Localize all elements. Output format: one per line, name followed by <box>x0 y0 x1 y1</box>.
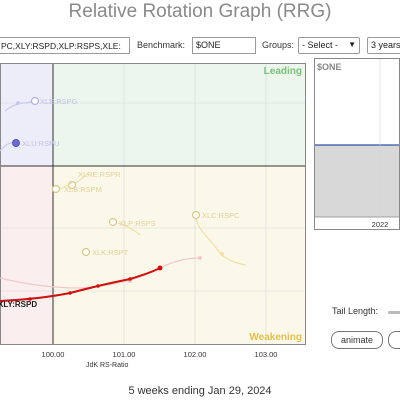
series-label: XLK:RSPT <box>92 248 129 257</box>
quadrant-improving <box>0 63 53 166</box>
x-axis-label: JdK RS-Ratio <box>86 362 129 369</box>
symbols-input[interactable]: PC,XLY:RSPD,XLP:RSPS,XLE: <box>0 37 130 54</box>
series-xly-rspd[interactable]: XLY:RSPD <box>0 265 163 310</box>
grid-lines <box>0 63 306 345</box>
animate-button[interactable]: animate <box>331 331 383 349</box>
chart-border <box>0 63 306 345</box>
x-axis: 100.00 101.00 102.00 103.00 JdK RS-Ratio <box>0 350 306 374</box>
series-label: XLY:RSPD <box>0 300 37 309</box>
benchmark-chart: $ONE 2022 <box>314 58 400 230</box>
quadrant-lagging <box>0 166 53 345</box>
series-xlp-rsps[interactable]: XLP:RSPS <box>108 217 156 236</box>
series-xlk-rspt[interactable]: XLK:RSPT <box>81 247 129 257</box>
series-xlu-rspu[interactable]: XLU:RSPU <box>0 139 60 152</box>
benchmark-shaded-area <box>315 145 399 217</box>
groups-select-value: - Select - <box>302 40 339 50</box>
groups-label: Groups: <box>262 40 295 50</box>
x-tick-label: 103.00 <box>254 350 278 359</box>
range-select[interactable]: 3 years <box>367 37 400 54</box>
quadrant-label-leading: Leading <box>264 66 302 77</box>
secondary-button[interactable] <box>388 331 400 349</box>
series-label: XLB:RSPM <box>64 185 102 194</box>
date-range-caption: 5 weeks ending Jan 29, 2024 <box>128 385 272 397</box>
faded-tail-pink <box>0 257 201 289</box>
chevron-down-icon: ▼ <box>348 40 356 49</box>
quadrant-weakening <box>53 166 306 345</box>
tail-length-label: Tail Length: <box>332 306 379 316</box>
x-tick-label: 102.00 <box>183 350 207 359</box>
quadrant-label-weakening: Weakening <box>249 332 302 343</box>
page-title: Relative Rotation Graph (RRG) <box>68 1 332 22</box>
toolbar: PC,XLY:RSPD,XLP:RSPS,XLE: Benchmark: $ON… <box>0 37 400 55</box>
rrg-chart[interactable]: Leading Weakening XLE:RSPG XLU:RSPU XLRE… <box>0 63 306 345</box>
tail-length-slider[interactable] <box>388 311 400 314</box>
series-label: XLU:RSPU <box>22 139 60 148</box>
series-xlb-rspm[interactable]: XLB:RSPM <box>51 182 102 194</box>
faded-node <box>198 256 202 260</box>
series-label: XLRE:RSPR <box>78 170 121 179</box>
series-label: XLE:RSPG <box>40 97 78 106</box>
series-label: XLC:RSPC <box>202 211 240 220</box>
benchmark-input[interactable]: $ONE <box>192 37 256 54</box>
benchmark-label: Benchmark: <box>137 40 186 50</box>
quadrant-leading <box>53 63 306 166</box>
benchmark-year-label: 2022 <box>372 220 389 229</box>
series-label: XLP:RSPS <box>119 219 156 228</box>
series-xle-rspg[interactable]: XLE:RSPG <box>4 96 78 112</box>
benchmark-name: $ONE <box>317 62 342 72</box>
groups-select[interactable]: - Select - ▼ <box>298 37 360 54</box>
series-xlc-rspc[interactable]: XLC:RSPC <box>191 210 247 266</box>
x-tick-label: 101.00 <box>112 350 136 359</box>
x-tick-label: 100.00 <box>41 350 65 359</box>
